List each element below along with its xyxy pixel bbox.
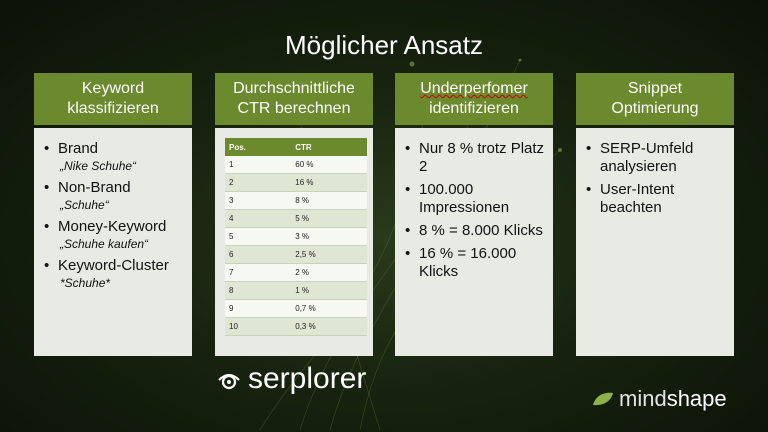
ctr-table: Pos. CTR 1 60 % 2 16 % 3 8 % 4 5 % 5 3 % 6 2,5 % 7 2 …	[225, 138, 367, 336]
eye-icon	[218, 373, 240, 390]
leaf-icon	[593, 392, 613, 406]
column-header: Snippet Optimierung	[576, 73, 734, 125]
column-underperformer: Underperfomer identifizieren • Nur 8 % tr…	[395, 73, 553, 356]
column-header: Underperfomer identifizieren	[395, 73, 553, 125]
table-row: 10 0,3 %	[225, 317, 367, 336]
ctr-cell: 2 %	[291, 263, 367, 282]
table-row: 2 16 %	[225, 173, 367, 192]
list-item: • Money-Keyword „Schuhe kaufen“	[44, 218, 167, 251]
column-header: Durchschnittliche CTR berechnen	[215, 73, 373, 125]
list-item: • Brand „Nike Schuhe“	[44, 140, 137, 173]
pos-cell: 6	[225, 245, 292, 264]
list-item: • 16 % = 16.000 Klicks	[405, 245, 517, 280]
ctr-cell: 8 %	[291, 191, 367, 210]
list-item: • Nur 8 % trotz Platz 2	[405, 140, 545, 175]
pos-cell: 9	[225, 299, 292, 318]
ctr-cell: 60 %	[291, 156, 367, 174]
ctr-cell: 3 %	[291, 227, 367, 246]
ctr-cell: 16 %	[291, 173, 367, 192]
ctr-cell: 2,5 %	[291, 245, 367, 264]
pos-cell: 3	[225, 191, 292, 210]
ctr-cell: 5 %	[291, 209, 367, 228]
list-item: • Keyword-Cluster *Schuhe*	[44, 257, 169, 290]
column-header: Keyword klassifizieren	[34, 73, 192, 125]
table-row: 6 2,5 %	[225, 245, 367, 264]
column-body: Pos. CTR 1 60 % 2 16 % 3 8 % 4 5 % 5 3 % 6 2,5 % 7 2 …	[215, 128, 373, 356]
table-row: 1 60 %	[225, 156, 367, 174]
column-body: • Nur 8 % trotz Platz 2 • 100.000 Impressi…	[395, 128, 553, 356]
column-body: • SERP-Umfeld analysieren • User-Intent be…	[576, 128, 734, 356]
pos-cell: 4	[225, 209, 292, 228]
mindshape-logo: mind shape	[592, 386, 727, 412]
table-header-pos: Pos.	[225, 138, 292, 156]
list-item: • User-Intent beachten	[586, 181, 675, 216]
pos-cell: 7	[225, 263, 292, 282]
page-title: Möglicher Ansatz	[285, 30, 483, 60]
pos-cell: 2	[225, 173, 292, 192]
list-item: • SERP-Umfeld analysieren	[586, 140, 694, 175]
serplorer-logo: serplorer	[216, 362, 366, 396]
ctr-cell: 1 %	[291, 281, 367, 300]
column-ctr-berechnen: Durchschnittliche CTR berechnen Pos. CTR…	[215, 73, 373, 356]
pos-cell: 1	[225, 156, 292, 174]
list-item: • 100.000 Impressionen	[405, 181, 510, 216]
column-body: • Brand „Nike Schuhe“ • Non-Brand „Schuhe“ •…	[34, 128, 192, 356]
table-header-ctr: CTR	[291, 138, 367, 156]
pos-cell: 8	[225, 281, 292, 300]
pos-cell: 10	[225, 317, 292, 336]
table-row: 9 0,7 %	[225, 299, 367, 318]
list-item: • 8 % = 8.000 Klicks	[405, 222, 543, 239]
ctr-cell: 0,7 %	[291, 299, 367, 318]
pos-cell: 5	[225, 227, 292, 246]
list-item: • Non-Brand „Schuhe“	[44, 179, 131, 212]
column-keyword-klassifizieren: Keyword klassifizieren • Brand „Nike Schuh…	[34, 73, 192, 356]
ctr-cell: 0,3 %	[291, 317, 367, 336]
column-snippet-optimierung: Snippet Optimierung • SERP-Umfeld analysi…	[576, 73, 734, 356]
